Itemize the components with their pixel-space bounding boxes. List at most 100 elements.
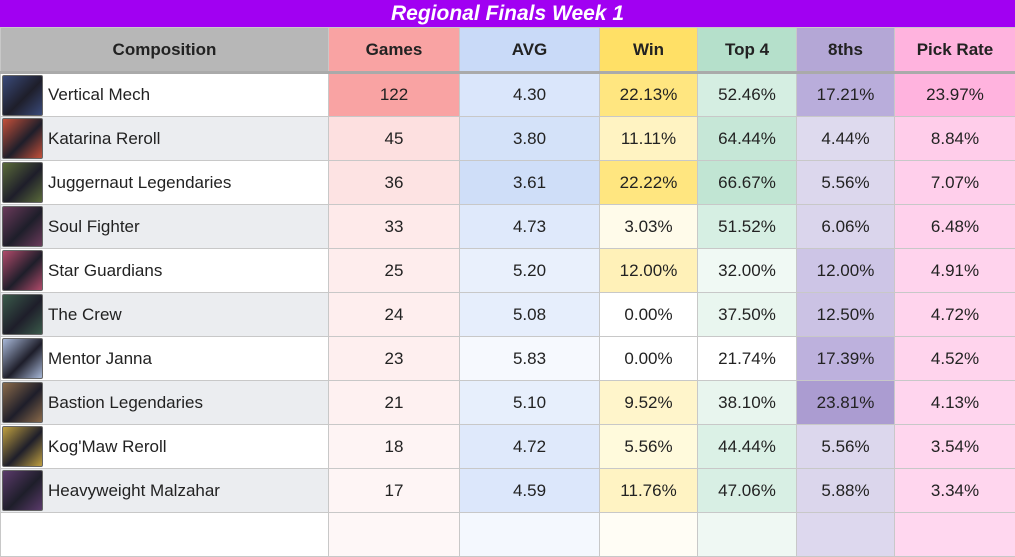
games-cell: 18 [329,425,460,469]
eighths-cell: 6.06% [797,205,895,249]
champion-portrait-icon [2,162,43,203]
composition-name: Vertical Mech [48,85,150,105]
pick-rate-cell: 3.54% [895,425,1015,469]
pick-rate-cell: 23.97% [895,73,1015,117]
composition-name: Kog'Maw Reroll [48,437,167,457]
table-title: Regional Finals Week 1 [0,0,1015,27]
pick-rate-cell: 6.48% [895,205,1015,249]
win-cell: 9.52% [600,381,698,425]
column-header-composition[interactable]: Composition [1,28,329,73]
composition-cell-content: Star Guardians [1,249,328,292]
composition-stats-table: Composition Games AVG Win Top 4 8ths Pic… [0,27,1015,557]
composition-cell-content: Vertical Mech [1,74,328,116]
composition-name: The Crew [48,305,122,325]
composition-name: Mentor Janna [48,349,152,369]
composition-name: Katarina Reroll [48,129,160,149]
top4-cell: 37.50% [698,293,797,337]
avg-cell: 5.08 [460,293,600,337]
games-cell: 33 [329,205,460,249]
composition-name: Heavyweight Malzahar [48,481,220,501]
composition-cell[interactable]: The Crew [1,293,329,337]
pick-rate-cell: 4.52% [895,337,1015,381]
avg-cell: 5.83 [460,337,600,381]
avg-cell: 3.61 [460,161,600,205]
champion-portrait-icon [2,426,43,467]
composition-cell[interactable]: Star Guardians [1,249,329,293]
win-cell: 0.00% [600,293,698,337]
avg-cell: 4.30 [460,73,600,117]
eighths-cell: 5.88% [797,469,895,513]
eighths-cell: 17.39% [797,337,895,381]
top4-cell: 44.44% [698,425,797,469]
win-cell: 0.00% [600,337,698,381]
avg-cell: 4.73 [460,205,600,249]
composition-name: Bastion Legendaries [48,393,203,413]
composition-cell[interactable]: Katarina Reroll [1,117,329,161]
pick-rate-cell: 7.07% [895,161,1015,205]
column-header-avg[interactable]: AVG [460,28,600,73]
partial-cell [329,513,460,557]
win-cell: 12.00% [600,249,698,293]
win-cell: 22.22% [600,161,698,205]
top4-cell: 47.06% [698,469,797,513]
games-cell: 36 [329,161,460,205]
column-header-win[interactable]: Win [600,28,698,73]
composition-cell[interactable]: Kog'Maw Reroll [1,425,329,469]
composition-cell[interactable]: Bastion Legendaries [1,381,329,425]
partial-cell [460,513,600,557]
win-cell: 3.03% [600,205,698,249]
composition-cell-content: The Crew [1,293,328,336]
champion-portrait-icon [2,470,43,511]
games-cell: 25 [329,249,460,293]
header-row: Composition Games AVG Win Top 4 8ths Pic… [1,28,1015,73]
champion-portrait-icon [2,294,43,335]
pick-rate-cell: 4.72% [895,293,1015,337]
games-cell: 24 [329,293,460,337]
top4-cell: 66.67% [698,161,797,205]
composition-cell[interactable]: Juggernaut Legendaries [1,161,329,205]
composition-cell[interactable]: Vertical Mech [1,73,329,117]
column-header-8ths[interactable]: 8ths [797,28,895,73]
partial-cell [895,513,1015,557]
avg-cell: 5.20 [460,249,600,293]
composition-cell-content: Bastion Legendaries [1,381,328,424]
composition-cell[interactable]: Heavyweight Malzahar [1,469,329,513]
pick-rate-cell: 3.34% [895,469,1015,513]
composition-cell-content: Mentor Janna [1,337,328,380]
champion-portrait-icon [2,250,43,291]
eighths-cell: 12.00% [797,249,895,293]
games-cell: 21 [329,381,460,425]
top4-cell: 21.74% [698,337,797,381]
avg-cell: 4.59 [460,469,600,513]
column-header-top4[interactable]: Top 4 [698,28,797,73]
composition-cell[interactable]: Soul Fighter [1,205,329,249]
column-header-games[interactable]: Games [329,28,460,73]
eighths-cell: 23.81% [797,381,895,425]
eighths-cell: 17.21% [797,73,895,117]
table-row-partial [1,513,1015,557]
eighths-cell: 5.56% [797,161,895,205]
avg-cell: 5.10 [460,381,600,425]
top4-cell: 52.46% [698,73,797,117]
win-cell: 22.13% [600,73,698,117]
column-header-pick-rate[interactable]: Pick Rate [895,28,1015,73]
top4-cell: 38.10% [698,381,797,425]
composition-cell-content: Heavyweight Malzahar [1,469,328,512]
top4-cell: 64.44% [698,117,797,161]
win-cell: 11.11% [600,117,698,161]
composition-cell[interactable]: Mentor Janna [1,337,329,381]
composition-name: Soul Fighter [48,217,140,237]
composition-name: Star Guardians [48,261,162,281]
champion-portrait-icon [2,206,43,247]
eighths-cell: 5.56% [797,425,895,469]
composition-cell-content: Soul Fighter [1,205,328,248]
